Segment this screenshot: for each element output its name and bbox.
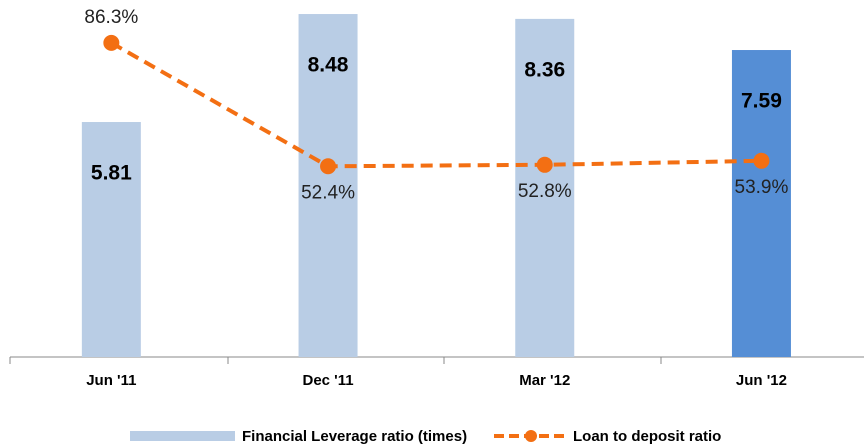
bar-value-label: 8.48 — [308, 54, 349, 77]
line-value-label: 52.4% — [301, 182, 355, 203]
bar — [81, 122, 141, 357]
x-tick-label: Jun '11 — [86, 372, 136, 389]
legend-swatch — [130, 431, 235, 441]
x-tick-label: Jun '12 — [736, 372, 787, 389]
line-point — [753, 152, 770, 169]
line-point — [320, 158, 337, 175]
legend-label: Financial Leverage ratio (times) — [242, 428, 467, 445]
bar-value-label: 5.81 — [91, 162, 132, 185]
bar — [298, 14, 358, 358]
x-tick-label: Dec '11 — [302, 372, 353, 389]
x-tick-label: Mar '12 — [519, 372, 570, 389]
x-axis-ticks — [9, 357, 662, 364]
legend-swatch — [525, 430, 537, 442]
bar-value-label: 8.36 — [524, 58, 565, 81]
line-value-label: 53.9% — [735, 177, 789, 198]
line-value-label: 86.3% — [84, 7, 138, 28]
legend-label: Loan to deposit ratio — [573, 428, 721, 445]
bar-value-label: 7.59 — [741, 90, 782, 113]
line — [110, 41, 762, 169]
bar — [515, 18, 575, 357]
bar — [731, 50, 791, 357]
line-point — [536, 156, 553, 173]
line-point — [103, 34, 120, 51]
line-value-label: 52.8% — [518, 181, 572, 202]
